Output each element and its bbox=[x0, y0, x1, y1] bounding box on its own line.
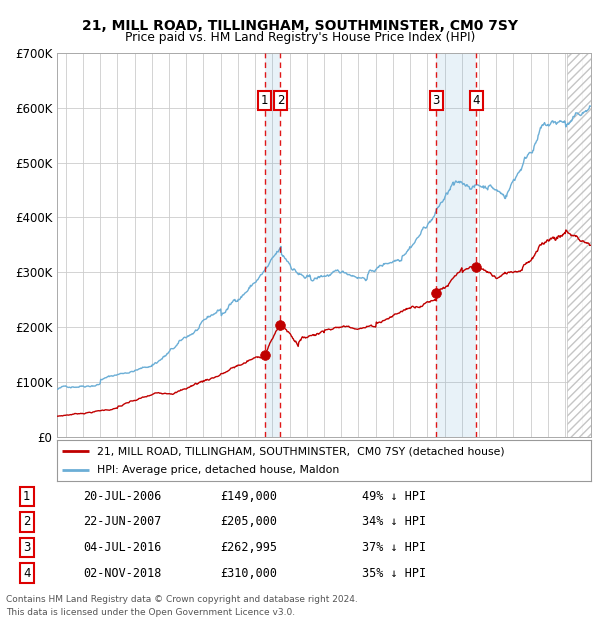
Text: 2: 2 bbox=[23, 515, 31, 528]
Text: 04-JUL-2016: 04-JUL-2016 bbox=[83, 541, 161, 554]
Text: 49% ↓ HPI: 49% ↓ HPI bbox=[362, 490, 427, 503]
Text: Price paid vs. HM Land Registry's House Price Index (HPI): Price paid vs. HM Land Registry's House … bbox=[125, 31, 475, 44]
Text: 21, MILL ROAD, TILLINGHAM, SOUTHMINSTER,  CM0 7SY (detached house): 21, MILL ROAD, TILLINGHAM, SOUTHMINSTER,… bbox=[97, 446, 505, 456]
Text: HPI: Average price, detached house, Maldon: HPI: Average price, detached house, Mald… bbox=[97, 466, 340, 476]
Text: Contains HM Land Registry data © Crown copyright and database right 2024.
This d: Contains HM Land Registry data © Crown c… bbox=[6, 595, 358, 617]
Text: 02-NOV-2018: 02-NOV-2018 bbox=[83, 567, 161, 580]
Text: 21, MILL ROAD, TILLINGHAM, SOUTHMINSTER, CM0 7SY: 21, MILL ROAD, TILLINGHAM, SOUTHMINSTER,… bbox=[82, 19, 518, 33]
Bar bbox=[265, 53, 280, 437]
Text: 34% ↓ HPI: 34% ↓ HPI bbox=[362, 515, 427, 528]
Text: 3: 3 bbox=[433, 94, 440, 107]
Bar bbox=[436, 53, 476, 437]
Text: 4: 4 bbox=[473, 94, 480, 107]
Text: 3: 3 bbox=[23, 541, 31, 554]
Text: 1: 1 bbox=[23, 490, 31, 503]
Text: 2: 2 bbox=[277, 94, 284, 107]
Text: 4: 4 bbox=[23, 567, 31, 580]
Text: 1: 1 bbox=[261, 94, 268, 107]
Text: £310,000: £310,000 bbox=[220, 567, 277, 580]
Bar bbox=[566, 53, 591, 437]
Text: £262,995: £262,995 bbox=[220, 541, 277, 554]
Text: 35% ↓ HPI: 35% ↓ HPI bbox=[362, 567, 427, 580]
Text: 37% ↓ HPI: 37% ↓ HPI bbox=[362, 541, 427, 554]
Text: £205,000: £205,000 bbox=[220, 515, 277, 528]
Text: £149,000: £149,000 bbox=[220, 490, 277, 503]
Text: 22-JUN-2007: 22-JUN-2007 bbox=[83, 515, 161, 528]
Text: 20-JUL-2006: 20-JUL-2006 bbox=[83, 490, 161, 503]
